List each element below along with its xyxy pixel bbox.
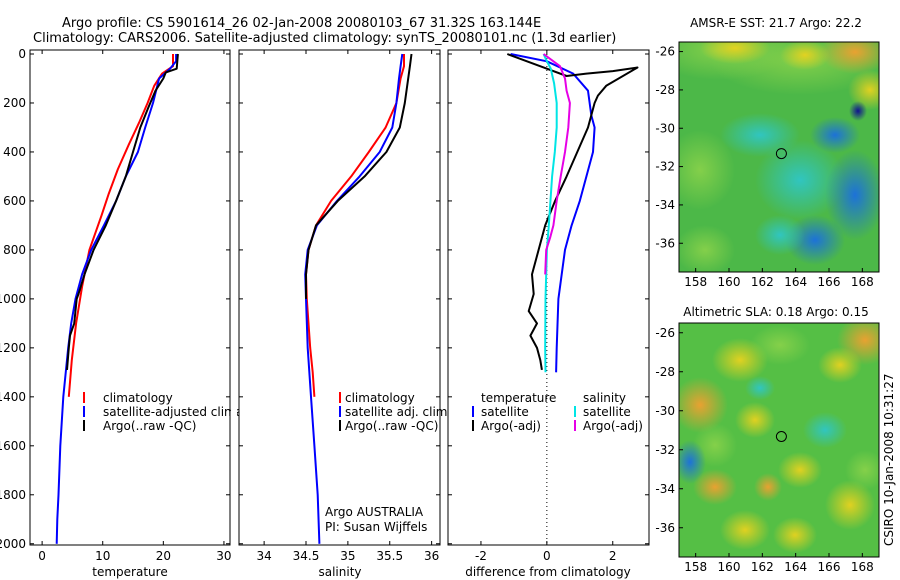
x-tick-label: 2 [609,549,617,563]
climatology-line [305,54,405,397]
temperature-xlabel: temperature [92,565,167,579]
map-y-tick-label: -32 [655,443,675,457]
sst-map-title: AMSR-E SST: 21.7 Argo: 22.2 [690,16,862,30]
figure-title-line2: Climatology: CARS2006. Satellite-adjuste… [33,31,616,46]
argo-australia-label: Argo AUSTRALIA [325,505,424,519]
y-tick-label: 1800 [0,488,26,502]
map-y-tick-label: -32 [655,160,675,174]
legend-argo-label: Argo(..raw -QC) [103,419,196,433]
y-tick-label: 1600 [0,439,26,453]
map-x-tick-label: 168 [851,275,874,289]
map-x-tick-label: 164 [784,560,807,574]
legend-temp-satellite-label: satellite [481,405,529,419]
map-y-tick-label: -26 [655,326,675,340]
x-tick-label: 35.5 [376,549,403,563]
difference-axes-frame [447,49,650,546]
sst-map-frame [678,41,880,273]
sla-map: Altimetric SLA: 0.18 Argo: 0.15 158 160 16… [655,305,880,574]
legend-sal-satellite-label: satellite [583,405,631,419]
x-tick-label: 30 [216,549,231,563]
temperature-axes-frame [29,49,231,546]
map-x-tick-label: 162 [751,275,774,289]
map-x-tick-label: 164 [784,275,807,289]
x-tick-label: 35 [340,549,355,563]
timestamp-label: CSIRO 10-Jan-2008 10:31:27 [882,374,896,546]
x-tick-label: 10 [95,549,110,563]
map-y-tick-label: -34 [655,482,675,496]
difference-legend: temperature satellite Argo(-adj) salinit… [472,391,643,433]
map-x-tick-label: 168 [851,560,874,574]
legend-climatology-label: climatology [103,391,173,405]
y-tick-label: 1200 [0,341,26,355]
x-tick-label: 20 [156,549,171,563]
y-tick-label: 0 [18,47,26,61]
legend-temperature-heading: temperature [481,391,556,405]
map-x-tick-label: 166 [818,275,841,289]
y-tick-label: 600 [3,194,26,208]
map-y-tick-label: -34 [655,198,675,212]
map-x-tick-label: 158 [684,275,707,289]
argo-raw-qc-line [305,53,413,299]
sla-map-title: Altimetric SLA: 0.18 Argo: 0.15 [683,305,868,319]
argo-raw-qc-line [66,53,179,370]
sla-argo-location-marker [775,431,787,442]
x-tick-label: 34.5 [293,549,320,563]
legend-argo-label: Argo(..raw -QC) [345,419,438,433]
sst-argo-location-marker [775,148,787,160]
map-y-tick-label: -28 [655,365,675,379]
map-y-tick-label: -36 [655,236,675,250]
legend-temp-argo-label: Argo(-adj) [481,419,541,433]
difference-panel: -2 0 2 difference from climatology tempera… [447,49,650,579]
map-y-tick-label: -28 [655,83,675,97]
map-y-tick-label: -30 [655,404,675,418]
temperature-satellite-line [510,53,596,373]
figure-title-line1: Argo profile: CS 5901614_26 02-Jan-2008 … [62,16,541,31]
y-tick-label: 1400 [0,390,26,404]
x-tick-label: 0 [38,549,46,563]
salinity-argo-adj-line [543,53,571,275]
temperature-legend: climatology satellite-adjusted climatolo… [83,391,281,433]
map-x-tick-label: 158 [684,560,707,574]
map-x-tick-label: 162 [751,560,774,574]
sst-map-field [679,42,879,272]
map-x-tick-label: 166 [818,560,841,574]
map-x-tick-label: 160 [718,275,741,289]
y-tick-label: 800 [3,243,26,257]
temperature-argo-adj-line [506,53,639,371]
x-tick-label: 0 [543,549,551,563]
map-y-tick-label: -30 [655,121,675,135]
x-tick-label: 34 [256,549,271,563]
legend-satellite-label: satellite adj. clim. [345,405,451,419]
legend-sal-argo-label: Argo(-adj) [583,419,643,433]
legend-salinity-heading: salinity [583,391,626,405]
y-tick-label: 200 [3,96,26,110]
difference-xlabel: difference from climatology [465,565,631,579]
y-tick-label: 2000 [0,537,26,551]
map-x-tick-label: 160 [718,560,741,574]
satellite-adjusted-climatology-line [55,54,178,544]
salinity-panel: 34 34.5 35 35.5 36 salinity climatology sate… [238,49,451,579]
pi-label: PI: Susan Wijffels [325,520,427,534]
sst-map: AMSR-E SST: 21.7 Argo: 22.2 158 160 162 164… [655,16,880,289]
salinity-xlabel: salinity [318,565,361,579]
x-tick-label: 36 [424,549,439,563]
sla-map-frame [678,322,880,558]
salinity-legend: climatology satellite adj. clim. Argo(..… [339,391,451,433]
legend-climatology-label: climatology [345,391,415,405]
x-tick-label: -2 [475,549,487,563]
y-tick-label: 400 [3,145,26,159]
map-y-tick-label: -26 [655,45,675,59]
salinity-axes-frame [238,49,441,546]
salinity-satellite-line [542,53,558,373]
y-tick-label: 1000 [0,292,26,306]
sla-map-field [679,323,879,557]
map-y-tick-label: -36 [655,521,675,535]
temperature-panel: 0 10 20 30 0 200 400 600 800 1000 1200 1400 1600 1800… [0,47,281,579]
